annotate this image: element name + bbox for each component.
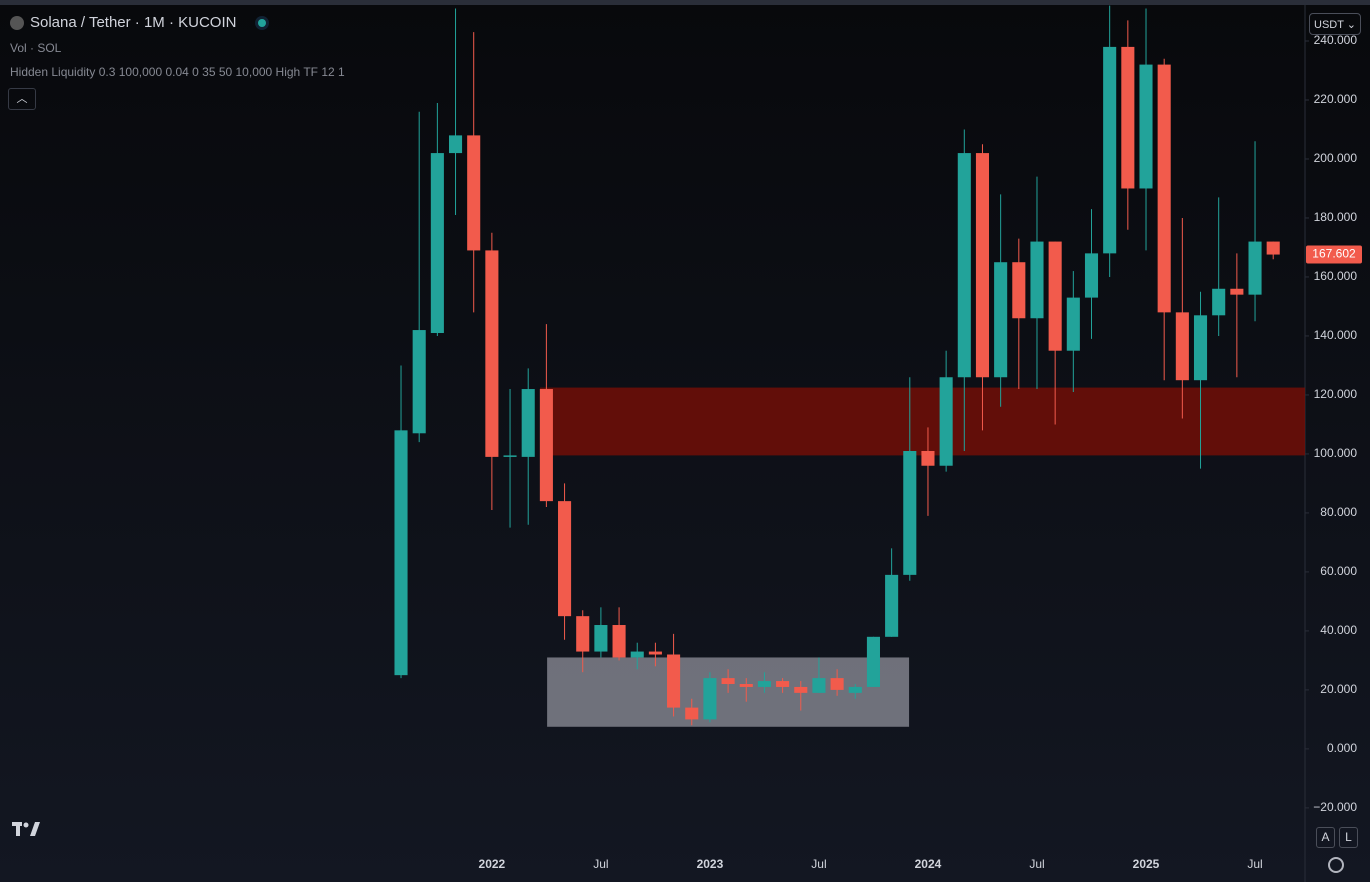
candle-body bbox=[776, 681, 790, 687]
candle-body bbox=[667, 654, 681, 708]
y-tick-label: 120.000 bbox=[1314, 387, 1358, 401]
candle-body bbox=[412, 330, 426, 434]
candle-body bbox=[485, 250, 499, 457]
x-tick-label: Jul bbox=[593, 857, 608, 871]
y-tick-label: −20.000 bbox=[1313, 800, 1357, 814]
symbol-title[interactable]: Solana / Tether · 1M · KUCOIN bbox=[30, 14, 237, 31]
candle-body bbox=[576, 616, 590, 652]
candle-body bbox=[521, 389, 535, 457]
y-tick-label: 20.000 bbox=[1320, 682, 1357, 696]
candle-body bbox=[1103, 46, 1117, 254]
candle-body bbox=[685, 707, 699, 720]
candle-body bbox=[430, 153, 444, 334]
currency-label: USDT bbox=[1314, 19, 1344, 31]
log-scale-button[interactable]: L bbox=[1339, 827, 1358, 848]
candle-body bbox=[1048, 241, 1062, 351]
candle-body bbox=[903, 450, 917, 575]
x-tick-label: Jul bbox=[1247, 857, 1262, 871]
candle-body bbox=[721, 678, 735, 685]
y-tick-label: 0.000 bbox=[1327, 741, 1357, 755]
candle-body bbox=[1248, 241, 1262, 295]
y-tick-label: 200.000 bbox=[1314, 151, 1358, 165]
candle-body bbox=[448, 135, 463, 154]
currency-dropdown[interactable]: USDT ⌄ bbox=[1309, 13, 1361, 35]
status-dot bbox=[258, 18, 267, 27]
y-tick-label: 100.000 bbox=[1314, 446, 1358, 460]
x-tick-label: 2022 bbox=[479, 857, 506, 871]
candle-body bbox=[1212, 288, 1226, 316]
candle-body bbox=[1066, 297, 1080, 351]
indicator-liquidity[interactable]: Hidden Liquidity 0.3 100,000 0.04 0 35 5… bbox=[10, 65, 345, 79]
candle-body bbox=[594, 625, 608, 652]
x-tick-label: 2023 bbox=[697, 857, 724, 871]
y-tick-label: 80.000 bbox=[1320, 505, 1357, 519]
y-tick-label: 160.000 bbox=[1314, 269, 1358, 283]
symbol-header: Solana / Tether · 1M · KUCOIN bbox=[10, 14, 267, 31]
candle-body bbox=[939, 377, 953, 466]
symbol-icon bbox=[10, 15, 24, 30]
candle-body bbox=[885, 574, 899, 637]
logo bbox=[12, 822, 40, 836]
y-tick-label: 180.000 bbox=[1314, 210, 1358, 224]
collapse-button[interactable]: ︿ bbox=[8, 88, 36, 110]
x-tick-label: 2025 bbox=[1133, 857, 1160, 871]
candle-body bbox=[1175, 312, 1189, 381]
y-tick-label: 40.000 bbox=[1320, 623, 1357, 637]
candle-body bbox=[830, 678, 844, 690]
candle-body bbox=[1084, 253, 1099, 298]
candle-body bbox=[648, 651, 662, 655]
candle-body bbox=[1230, 288, 1244, 295]
candle-body bbox=[394, 430, 408, 676]
x-tick-label: 2024 bbox=[915, 857, 942, 871]
y-tick-label: 240.000 bbox=[1314, 33, 1358, 47]
top-bar bbox=[0, 0, 1370, 5]
candle-body bbox=[558, 501, 572, 617]
x-tick-label: Jul bbox=[1029, 857, 1044, 871]
candle-body bbox=[975, 153, 990, 378]
y-tick-label: 220.000 bbox=[1314, 92, 1358, 106]
candle-body bbox=[539, 389, 553, 502]
candle-body bbox=[957, 153, 971, 378]
candle-body bbox=[612, 625, 626, 658]
last-price-box bbox=[1306, 245, 1362, 264]
settings-button[interactable] bbox=[1328, 857, 1344, 873]
candle-body bbox=[994, 262, 1008, 378]
candle-body bbox=[703, 678, 717, 720]
candle-body bbox=[1012, 262, 1026, 319]
liquidity-zone bbox=[540, 387, 1305, 456]
x-tick-label: Jul bbox=[811, 857, 826, 871]
candle-body bbox=[1030, 241, 1044, 319]
candle-body bbox=[866, 636, 880, 687]
candle-body bbox=[921, 450, 935, 466]
candle-body bbox=[812, 678, 826, 693]
candle-body bbox=[1121, 46, 1135, 189]
candle-body bbox=[848, 686, 862, 693]
candle-body bbox=[1139, 64, 1153, 189]
candle-body bbox=[467, 135, 481, 251]
indicator-vol[interactable]: Vol · SOL bbox=[10, 41, 62, 55]
y-tick-label: 60.000 bbox=[1320, 564, 1357, 578]
candle-body bbox=[630, 651, 644, 658]
candle-body bbox=[1266, 241, 1280, 255]
candle-body bbox=[1157, 64, 1171, 313]
candle-body bbox=[757, 681, 771, 687]
candle-body bbox=[739, 684, 753, 687]
auto-scale-button[interactable]: A bbox=[1316, 827, 1335, 848]
candle-body bbox=[794, 686, 808, 693]
candle-body bbox=[1193, 315, 1208, 381]
y-tick-label: 140.000 bbox=[1314, 328, 1358, 342]
candle-body bbox=[503, 455, 517, 457]
last-price-label: 167.602 bbox=[1312, 247, 1356, 261]
